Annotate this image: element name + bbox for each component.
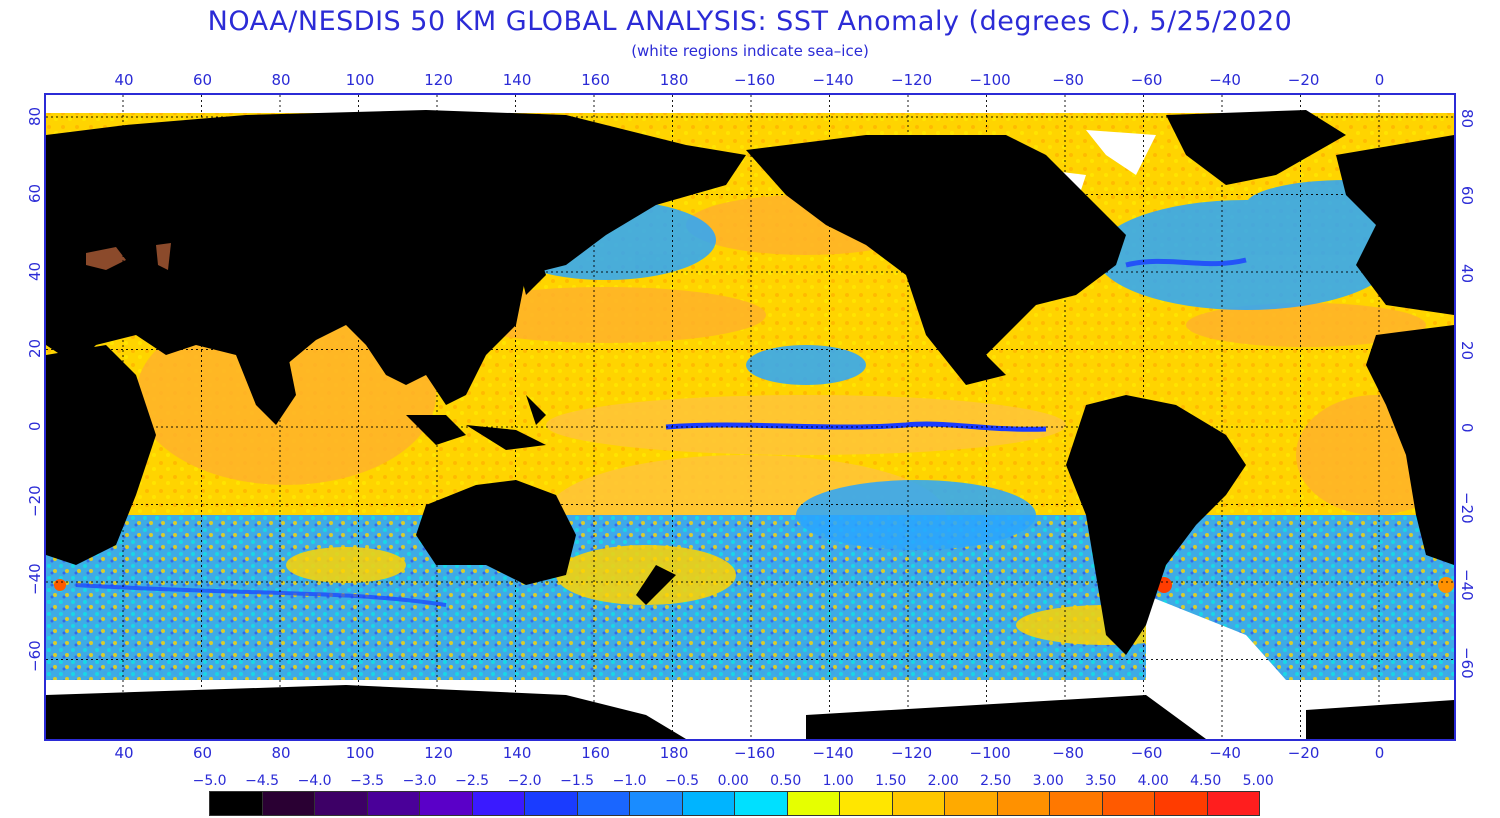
colorbar-swatch <box>366 791 420 816</box>
lat-tick-label: 40 <box>26 261 44 281</box>
colorbar-label: −1.0 <box>612 773 647 789</box>
lat-tick-label: 60 <box>1458 186 1476 206</box>
colorbar-swatch <box>471 791 525 816</box>
lon-tick-label: −20 <box>1287 71 1320 89</box>
lon-tick-label: 80 <box>271 71 291 89</box>
lon-tick-label: −60 <box>1130 744 1163 762</box>
lon-tick-label: −40 <box>1209 744 1241 762</box>
lon-tick-label: 0 <box>1374 744 1385 762</box>
colorbar-swatch <box>629 791 683 816</box>
colorbar-label: 2.00 <box>927 773 959 789</box>
lon-tick-label: −40 <box>1209 71 1241 89</box>
lon-tick-label: 40 <box>114 71 134 89</box>
colorbar-label: 0.00 <box>717 773 749 789</box>
lat-tick-label: 40 <box>1458 263 1476 283</box>
equatorial-cold-tongue <box>665 421 1047 432</box>
lon-tick-label: −160 <box>734 744 776 762</box>
map-title: NOAA/NESDIS 50 KM GLOBAL ANALYSIS: SST A… <box>207 6 1293 37</box>
colorbar-swatch <box>524 791 578 816</box>
lon-tick-label: −80 <box>1052 744 1084 762</box>
colorbar-label: −2.0 <box>507 773 542 789</box>
colorbar-swatch <box>996 791 1050 816</box>
lat-tick-label: −60 <box>26 640 44 673</box>
lon-tick-label: −160 <box>734 71 776 89</box>
lon-tick-label: 80 <box>271 744 291 762</box>
lon-tick-label: 160 <box>581 744 610 762</box>
lat-tick-label: 60 <box>26 183 44 203</box>
colorbar-swatch <box>734 791 788 816</box>
colorbar-label: 1.00 <box>822 773 854 789</box>
dry-lakes <box>86 243 171 270</box>
colorbar-label: 5.00 <box>1242 773 1274 789</box>
map-canvas <box>46 95 1454 739</box>
lon-tick-label: −80 <box>1052 71 1084 89</box>
map-subtitle: (white regions indicate sea–ice) <box>631 42 869 60</box>
lon-tick-label: −20 <box>1287 744 1320 762</box>
lon-tick-label: 120 <box>424 744 453 762</box>
lon-tick-label: −140 <box>812 71 854 89</box>
lon-tick-label: 60 <box>193 71 213 89</box>
lat-tick-label: 20 <box>26 338 44 358</box>
lat-tick-label: 20 <box>1458 341 1476 361</box>
colorbar-label: 4.00 <box>1137 773 1169 789</box>
lon-tick-label: −60 <box>1130 71 1163 89</box>
colorbar-label: −1.5 <box>560 773 595 789</box>
lon-tick-label: 140 <box>502 744 532 762</box>
colorbar-label: −2.5 <box>455 773 490 789</box>
colorbar-swatch <box>209 791 263 816</box>
colorbar-label: −0.5 <box>665 773 700 789</box>
lon-tick-label: 100 <box>345 71 375 89</box>
lat-tick-label: 80 <box>1458 108 1476 128</box>
lon-tick-label: −120 <box>891 71 933 89</box>
colorbar-label: −3.5 <box>350 773 385 789</box>
lon-tick-label: 100 <box>345 744 375 762</box>
graticule <box>46 95 1454 739</box>
lat-tick-label: 0 <box>1458 422 1476 433</box>
colorbar-swatch <box>891 791 945 816</box>
lon-tick-label: −100 <box>969 71 1011 89</box>
colorbar-label: 3.00 <box>1032 773 1064 789</box>
colorbar-swatch <box>1049 791 1103 816</box>
lat-tick-label: 0 <box>26 421 44 432</box>
colorbar-label: −4.0 <box>297 773 332 789</box>
colorbar-swatch <box>314 791 368 816</box>
lat-tick-label: −20 <box>26 485 44 518</box>
sst-anomaly-map <box>44 93 1456 741</box>
colorbar-label: −5.0 <box>192 773 227 789</box>
colorbar-label: 3.50 <box>1085 773 1117 789</box>
lat-tick-label: −60 <box>1458 646 1476 679</box>
colorbar-label: 0.50 <box>770 773 802 789</box>
colorbar-swatch <box>839 791 893 816</box>
lon-tick-label: 120 <box>424 71 453 89</box>
lon-tick-label: −140 <box>812 744 854 762</box>
lon-tick-label: 160 <box>581 71 610 89</box>
colorbar-swatch <box>576 791 630 816</box>
lat-tick-label: −40 <box>1458 569 1476 601</box>
colorbar-label: −3.0 <box>402 773 437 789</box>
lat-tick-label: 80 <box>26 106 44 126</box>
colorbar-swatch <box>419 791 473 816</box>
colorbar-swatch <box>786 791 840 816</box>
lat-tick-label: −20 <box>1458 491 1476 524</box>
colorbar-swatch <box>1154 791 1208 816</box>
lon-tick-label: 180 <box>659 71 689 89</box>
lat-tick-label: −40 <box>26 563 44 595</box>
colorbar-swatch <box>681 791 735 816</box>
lon-tick-label: 180 <box>659 744 689 762</box>
lon-tick-label: 0 <box>1374 71 1385 89</box>
colorbar-swatch <box>944 791 998 816</box>
lon-tick-label: 140 <box>502 71 532 89</box>
lon-tick-label: −120 <box>891 744 933 762</box>
land <box>46 110 1454 739</box>
lon-tick-label: 60 <box>193 744 213 762</box>
lon-tick-label: 40 <box>114 744 134 762</box>
colorbar-swatch <box>1206 791 1260 816</box>
colorbar-label: −4.5 <box>245 773 280 789</box>
colorbar-label: 1.50 <box>875 773 907 789</box>
colorbar-swatch <box>1101 791 1155 816</box>
colorbar-swatch <box>261 791 315 816</box>
colorbar-label: 2.50 <box>980 773 1012 789</box>
lon-tick-label: −100 <box>969 744 1011 762</box>
colorbar-label: 4.50 <box>1190 773 1222 789</box>
